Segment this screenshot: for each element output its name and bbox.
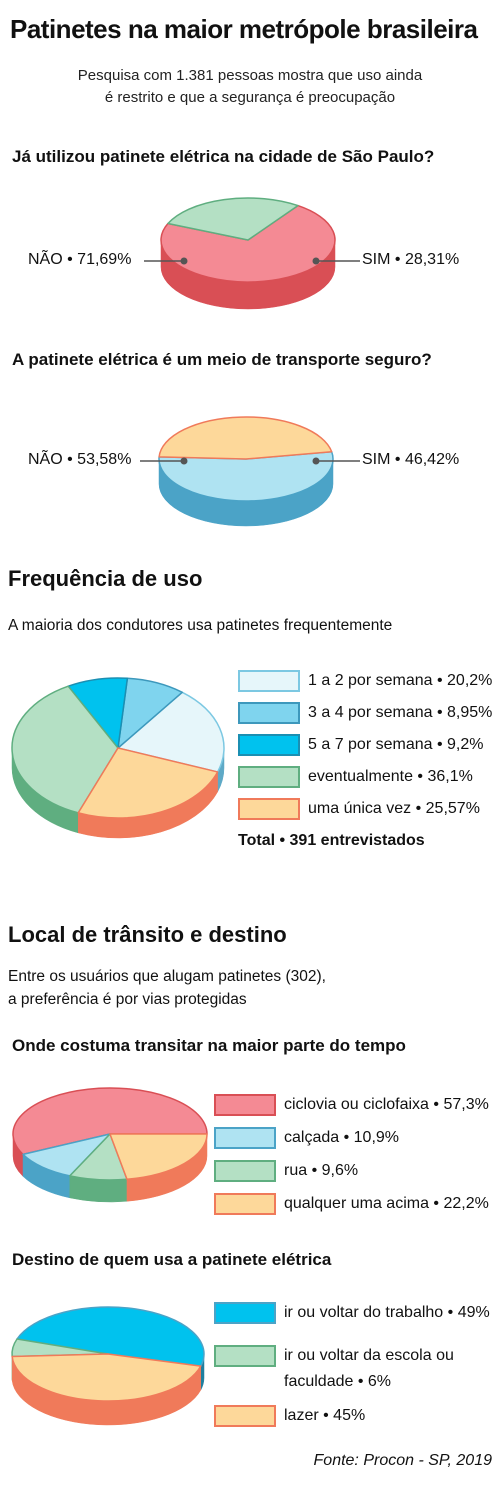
chart-4-title: Onde costuma transitar na maior parte do… bbox=[12, 1036, 406, 1055]
legend-item: 3 a 4 por semana • 8,95% bbox=[238, 700, 492, 726]
source-note: Fonte: Procon - SP, 2019 bbox=[313, 1452, 492, 1469]
section-transito-title: Local de trânsito e destino bbox=[8, 922, 287, 947]
slice-1 bbox=[158, 416, 333, 460]
legend-swatch bbox=[214, 1345, 276, 1367]
legend-item: rua • 9,6% bbox=[214, 1158, 358, 1184]
legend-swatch bbox=[214, 1193, 276, 1215]
section-frequencia-intro: A maioria dos condutores usa patinetes f… bbox=[8, 617, 393, 634]
chart-5-title: Destino de quem usa a patinete elétrica bbox=[12, 1250, 332, 1269]
legend-swatch bbox=[214, 1160, 276, 1182]
legend-label: ir ou voltar do trabalho • 49% bbox=[284, 1304, 490, 1321]
slice-1 bbox=[22, 1133, 111, 1177]
legend-item: 5 a 7 por semana • 9,2% bbox=[238, 732, 483, 758]
chart-3-total: Total • 391 entrevistados bbox=[238, 832, 425, 849]
leader-dot bbox=[312, 457, 320, 465]
legend-label: uma única vez • 25,57% bbox=[308, 800, 480, 817]
legend-item: calçada • 10,9% bbox=[214, 1125, 399, 1151]
section-frequencia-title: Frequência de uso bbox=[8, 566, 203, 591]
legend-swatch bbox=[214, 1405, 276, 1427]
legend-label: lazer • 45% bbox=[284, 1407, 366, 1424]
slice-0 bbox=[16, 1306, 205, 1367]
slice-0 bbox=[160, 204, 336, 283]
leader-dot bbox=[312, 257, 320, 265]
legend-swatch bbox=[238, 766, 300, 788]
legend-swatch bbox=[238, 670, 300, 692]
legend-item: ir ou voltar do trabalho • 49% bbox=[214, 1300, 490, 1326]
slice-3 bbox=[11, 685, 119, 814]
leader-dot bbox=[180, 257, 188, 265]
legend-item: eventualmente • 36,1% bbox=[238, 764, 473, 790]
legend-label: 5 a 7 por semana • 9,2% bbox=[308, 736, 484, 753]
legend-label: qualquer uma acima • 22,2% bbox=[284, 1195, 489, 1212]
legend-label: ciclovia ou ciclofaixa • 57,3% bbox=[284, 1096, 489, 1113]
legend-swatch bbox=[238, 702, 300, 724]
legend-label: ir ou voltar da escola ou bbox=[284, 1347, 454, 1364]
legend-label: rua • 9,6% bbox=[284, 1162, 359, 1179]
legend-swatch bbox=[238, 734, 300, 756]
chart-2-label-sim: SIM • 46,42% bbox=[362, 451, 460, 468]
legend-label: eventualmente • 36,1% bbox=[308, 768, 473, 785]
legend-swatch bbox=[214, 1094, 276, 1116]
legend-label: 3 a 4 por semana • 8,95% bbox=[308, 704, 493, 721]
slice-4 bbox=[77, 747, 219, 819]
chart-1-label-nao: NÃO • 71,69% bbox=[28, 251, 132, 268]
legend-label: calçada • 10,9% bbox=[284, 1129, 400, 1146]
legend-item: ir ou voltar da escola ou bbox=[214, 1343, 454, 1369]
leader-dot bbox=[180, 457, 188, 465]
section-transito-intro-line-1: Entre os usuários que alugam patinetes (… bbox=[8, 968, 326, 985]
legend-swatch bbox=[214, 1127, 276, 1149]
slice-0 bbox=[117, 691, 225, 773]
legend-item: uma única vez • 25,57% bbox=[238, 796, 480, 822]
chart-1-title: Já utilizou patinete elétrica na cidade … bbox=[12, 147, 435, 166]
slice-2 bbox=[11, 1353, 202, 1402]
slice-0 bbox=[158, 450, 334, 502]
slice-3 bbox=[109, 1133, 208, 1181]
legend-item: faculdade • 6% bbox=[214, 1369, 391, 1395]
page-title: Patinetes na maior metrópole brasileira bbox=[10, 14, 478, 44]
slice-1 bbox=[167, 197, 299, 241]
chart-2-title: A patinete elétrica é um meio de transpo… bbox=[12, 350, 432, 369]
slice-0 bbox=[12, 1087, 208, 1156]
legend-label: 1 a 2 por semana • 20,2% bbox=[308, 672, 493, 689]
page-subtitle-line-1: Pesquisa com 1.381 pessoas mostra que us… bbox=[77, 67, 423, 84]
section-transito-intro-line-2: a preferência é por vias protegidas bbox=[8, 991, 247, 1008]
page-subtitle-line-2: é restrito e que a segurança é preocupaç… bbox=[104, 89, 396, 106]
legend-item: lazer • 45% bbox=[214, 1403, 365, 1429]
chart-1-label-sim: SIM • 28,31% bbox=[362, 251, 460, 268]
chart-2-label-nao: NÃO • 53,58% bbox=[28, 451, 132, 468]
legend-label: faculdade • 6% bbox=[284, 1373, 392, 1390]
legend-item: ciclovia ou ciclofaixa • 57,3% bbox=[214, 1092, 489, 1118]
legend-item: 1 a 2 por semana • 20,2% bbox=[238, 668, 492, 694]
legend-swatch bbox=[238, 798, 300, 820]
legend-swatch bbox=[214, 1302, 276, 1324]
legend-item: qualquer uma acima • 22,2% bbox=[214, 1191, 489, 1217]
